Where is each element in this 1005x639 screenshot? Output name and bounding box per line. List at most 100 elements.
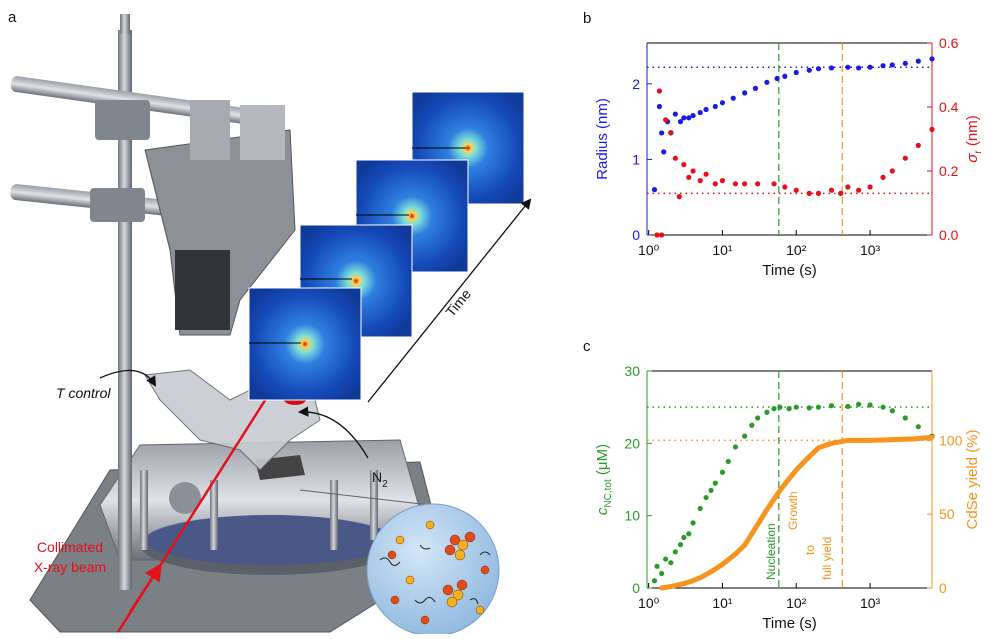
y-tick-label: 2 xyxy=(632,76,640,92)
data-point xyxy=(673,156,678,161)
axis-title-unit: (μM) xyxy=(594,444,611,479)
data-point xyxy=(816,191,821,196)
data-point xyxy=(829,65,834,70)
data-point xyxy=(657,88,662,93)
data-point xyxy=(916,143,921,148)
annotation: to xyxy=(803,545,817,555)
beam-label: X-ray beam xyxy=(34,559,106,575)
annotation: Growth xyxy=(786,491,800,530)
data-point xyxy=(703,172,708,177)
y2-tick-label: 100 xyxy=(939,432,963,448)
data-point xyxy=(681,162,686,167)
data-point xyxy=(880,175,885,180)
data-point xyxy=(755,415,760,420)
data-point xyxy=(867,184,872,189)
data-point xyxy=(856,188,861,193)
panel-label: b xyxy=(583,10,591,27)
data-point xyxy=(708,488,713,493)
data-point xyxy=(663,117,668,122)
axis-title: σr (nm) xyxy=(964,115,984,162)
data-point xyxy=(698,506,703,511)
x-tick-label: 10¹ xyxy=(712,595,733,611)
axis-title-sub: NC,tot xyxy=(603,479,614,508)
data-point xyxy=(916,59,921,64)
data-point xyxy=(755,181,760,186)
data-point xyxy=(652,578,657,583)
x-tick-label: 10¹ xyxy=(712,242,733,258)
y2-tick-label: 50 xyxy=(939,506,955,522)
data-point xyxy=(726,459,731,464)
data-point xyxy=(845,404,850,409)
y-tick-label: 0 xyxy=(632,227,640,243)
x-axis-title: Time (s) xyxy=(762,262,816,279)
data-point xyxy=(698,178,703,183)
data-point xyxy=(673,111,678,116)
data-point xyxy=(775,76,780,81)
y2-tick-label: 0 xyxy=(939,580,947,596)
data-point xyxy=(845,184,850,189)
data-point xyxy=(794,405,799,410)
data-point xyxy=(929,127,934,132)
y-tick-label: 1 xyxy=(632,151,640,167)
axis-title: Radius (nm) xyxy=(594,98,611,180)
data-point xyxy=(807,405,812,410)
figure: a Time xyxy=(0,0,1005,634)
data-point xyxy=(794,70,799,75)
data-point xyxy=(657,104,662,109)
data-point xyxy=(742,90,747,95)
axis-title-unit: (nm) xyxy=(964,115,981,150)
n2-main: N xyxy=(372,469,382,485)
y2-tick-label: 0.2 xyxy=(939,163,959,179)
data-point xyxy=(690,168,695,173)
data-point xyxy=(663,556,668,561)
annotation: full yield xyxy=(820,537,834,580)
data-point xyxy=(659,232,664,237)
setup-illustration: a Time xyxy=(8,9,530,634)
y2-tick-label: 0.4 xyxy=(939,99,959,115)
time-label: Time xyxy=(442,286,474,320)
data-point xyxy=(652,187,657,192)
data-point xyxy=(856,65,861,70)
x-tick-label: 10⁰ xyxy=(638,242,660,258)
data-point xyxy=(720,470,725,475)
data-point xyxy=(690,113,695,118)
data-point xyxy=(654,232,659,237)
data-point xyxy=(782,74,787,79)
data-point xyxy=(903,415,908,420)
data-point xyxy=(659,571,664,576)
x-tick-label: 10² xyxy=(786,242,807,258)
data-point xyxy=(787,406,792,411)
data-point xyxy=(845,65,850,70)
data-point xyxy=(713,481,718,486)
data-point xyxy=(720,178,725,183)
data-point xyxy=(661,149,666,154)
x-tick-label: 10⁰ xyxy=(638,595,660,611)
beam-label: Collimated xyxy=(37,539,103,555)
t-control-label: T control xyxy=(56,385,111,401)
data-point xyxy=(659,130,664,135)
axis-title: CdSe yield (%) xyxy=(964,429,981,529)
y-tick-label: 30 xyxy=(624,363,640,379)
y-tick-label: 10 xyxy=(624,508,640,524)
data-point xyxy=(816,405,821,410)
data-point xyxy=(654,564,659,569)
data-point xyxy=(690,520,695,525)
x-tick-label: 10³ xyxy=(860,242,881,258)
data-point xyxy=(742,434,747,439)
panel-label: c xyxy=(583,338,591,355)
data-point xyxy=(703,495,708,500)
data-point xyxy=(890,408,895,413)
data-point xyxy=(890,62,895,67)
data-point xyxy=(698,110,703,115)
data-point xyxy=(733,444,738,449)
data-point xyxy=(753,86,758,91)
axis-title: cNC,tot (μM) xyxy=(594,444,614,515)
data-point xyxy=(807,68,812,73)
n2-sub: 2 xyxy=(382,479,388,490)
data-point xyxy=(703,107,708,112)
data-point xyxy=(677,194,682,199)
data-point xyxy=(720,100,725,105)
data-point xyxy=(764,80,769,85)
data-point xyxy=(713,104,718,109)
data-point xyxy=(880,63,885,68)
